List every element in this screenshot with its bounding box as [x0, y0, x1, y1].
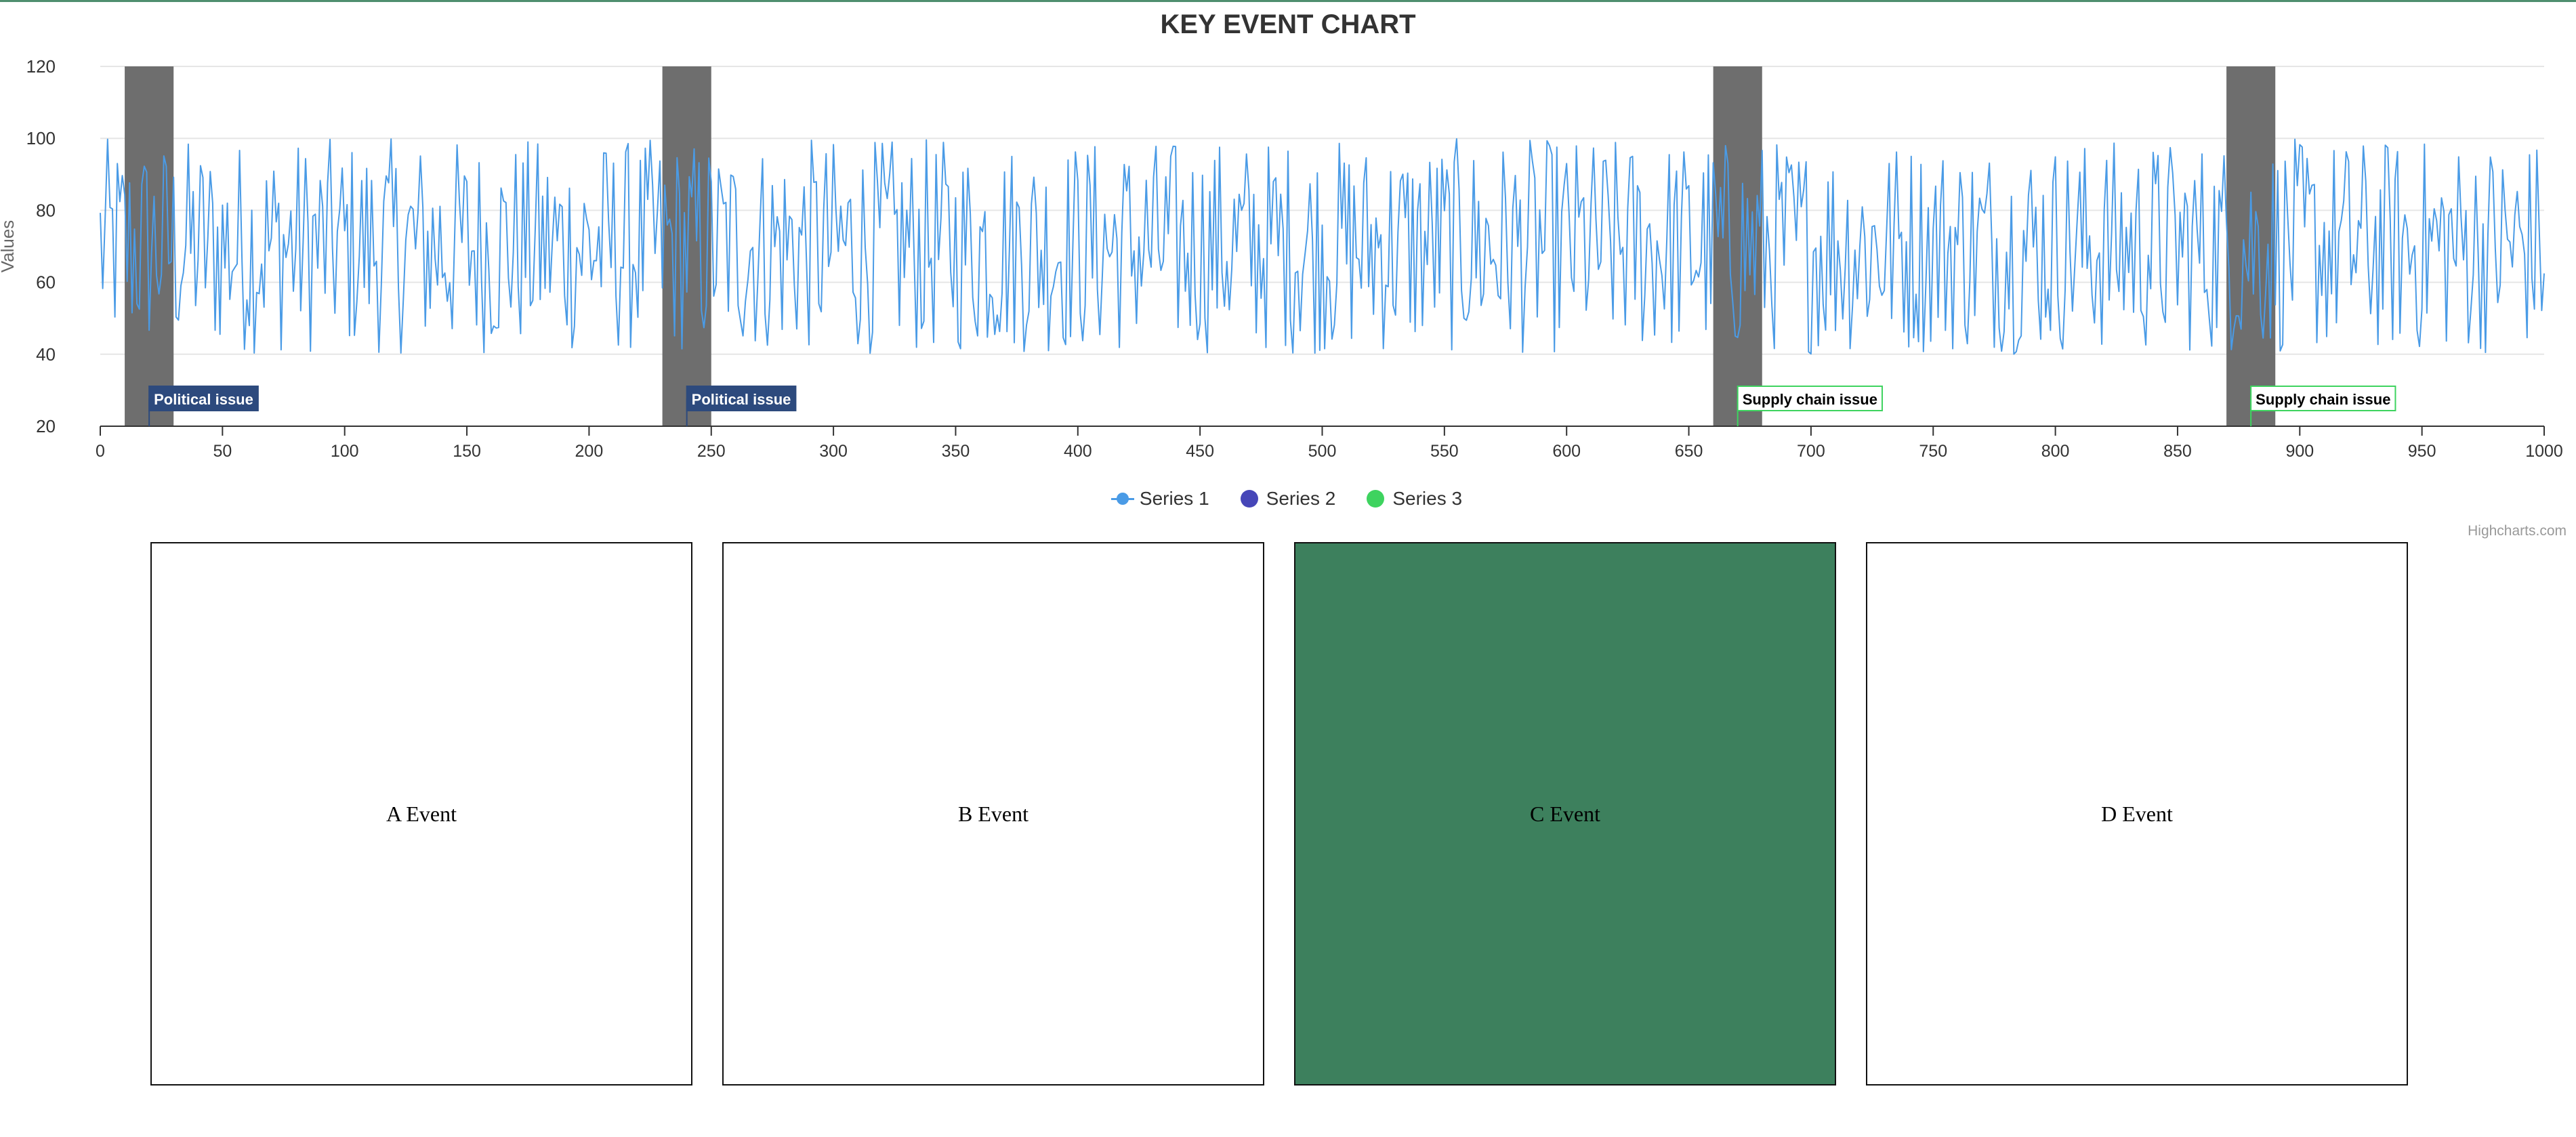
series-1-line — [100, 138, 2545, 355]
event-label: A Event — [386, 801, 457, 826]
chart-svg: 0 50 100 150 200 250 300 350 400 450 500 550 600 650 7… — [0, 56, 2563, 461]
legend-item-series-3[interactable]: Series 3 — [1367, 488, 1462, 510]
x-tick-label: 1000 — [2525, 442, 2563, 461]
flag-label: Political issue — [154, 391, 253, 408]
plot-band — [2226, 66, 2276, 426]
x-tick-label: 250 — [697, 442, 726, 461]
x-tick-label: 300 — [819, 442, 848, 461]
x-tick-label: 450 — [1186, 442, 1214, 461]
y-tick-label: 120 — [26, 56, 56, 77]
flag-label: Supply chain issue — [1743, 391, 1877, 408]
event-label: C Event — [1530, 801, 1600, 826]
circle-marker-icon — [1367, 490, 1385, 508]
legend-label-series-3: Series 3 — [1392, 488, 1463, 509]
x-tick-label: 900 — [2285, 442, 2314, 461]
legend-item-series-2[interactable]: Series 2 — [1240, 488, 1336, 510]
x-tick-label: 400 — [1064, 442, 1092, 461]
key-event-chart: 0 50 100 150 200 250 300 350 400 450 500 550 600 650 7… — [0, 0, 2576, 549]
credits-link[interactable]: Highcharts.com — [2468, 523, 2567, 539]
x-tick-label: 950 — [2408, 442, 2436, 461]
x-tick-label: 200 — [575, 442, 604, 461]
x-tick-label: 500 — [1308, 442, 1337, 461]
chart-title: KEY EVENT CHART — [1160, 9, 1416, 39]
x-tick-label: 700 — [1797, 442, 1825, 461]
event-box-c[interactable]: C Event — [1294, 542, 1836, 1086]
flag-label: Political issue — [692, 391, 791, 408]
legend-item-series-1[interactable]: Series 1 — [1110, 488, 1209, 510]
x-tick-label: 600 — [1552, 442, 1581, 461]
line-marker-icon — [1110, 490, 1134, 508]
y-axis-title: Values — [0, 220, 18, 273]
legend-label-series-2: Series 2 — [1266, 488, 1336, 509]
flag-box[interactable] — [148, 386, 259, 411]
x-tick-label: 650 — [1675, 442, 1703, 461]
y-tick-label: 40 — [36, 344, 56, 365]
event-box-a[interactable]: A Event — [150, 542, 692, 1086]
event-label: B Event — [958, 801, 1029, 826]
top-border — [0, 0, 2576, 2]
plot-band — [125, 66, 174, 426]
event-label: D Event — [2101, 801, 2173, 826]
y-tick-label: 80 — [36, 200, 56, 220]
event-box-b[interactable]: B Event — [722, 542, 1264, 1086]
x-tick-label: 50 — [213, 442, 232, 461]
y-tick-label: 100 — [26, 128, 56, 148]
x-tick-label: 100 — [331, 442, 359, 461]
x-tick-label: 750 — [1919, 442, 1947, 461]
x-tick-label: 150 — [453, 442, 481, 461]
x-tick-label: 350 — [942, 442, 970, 461]
x-tick-label: 800 — [2041, 442, 2070, 461]
circle-marker-icon — [1240, 490, 1258, 508]
y-tick-label: 20 — [36, 416, 56, 436]
chart-legend: Series 1 Series 2 Series 3 — [0, 488, 2576, 510]
plot-band — [1713, 66, 1762, 426]
legend-label-series-1: Series 1 — [1139, 488, 1209, 509]
plot-band — [662, 66, 711, 426]
x-tick-label: 0 — [96, 442, 105, 461]
event-boxes: A Event B Event C Event D Event — [0, 542, 2576, 1088]
x-tick-label: 850 — [2163, 442, 2192, 461]
flag-box[interactable] — [686, 386, 797, 411]
event-box-d[interactable]: D Event — [1866, 542, 2408, 1086]
x-tick-label: 550 — [1430, 442, 1459, 461]
flag-label: Supply chain issue — [2256, 391, 2390, 408]
flag-box[interactable] — [1737, 386, 1883, 411]
y-tick-label: 60 — [36, 272, 56, 293]
flag-box[interactable] — [2250, 386, 2396, 411]
